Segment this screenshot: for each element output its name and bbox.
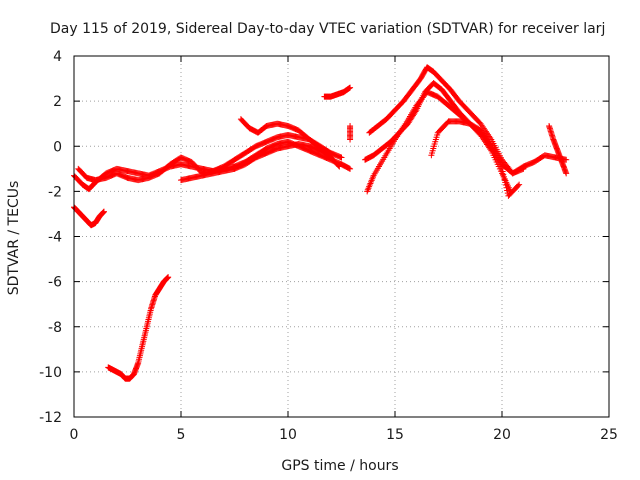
- data-point: [347, 165, 354, 172]
- y-tick-label: 0: [53, 139, 62, 155]
- y-tick-label: -4: [48, 230, 62, 246]
- plot-frame: [73, 55, 610, 418]
- y-tick-label: 2: [53, 94, 62, 110]
- x-tick-label: 10: [279, 427, 297, 443]
- x-tick-label: 5: [177, 427, 186, 443]
- series-arc-end-short: [546, 122, 570, 177]
- data-point: [165, 274, 172, 281]
- x-tick-label: 20: [493, 427, 511, 443]
- data-point: [338, 154, 345, 161]
- y-tick-label: -10: [39, 365, 62, 381]
- data-point: [502, 179, 509, 186]
- chart-title: Day 115 of 2019, Sidereal Day-to-day VTE…: [50, 21, 605, 37]
- data-point: [500, 173, 507, 180]
- y-tick-label: 4: [53, 49, 62, 65]
- x-tick-label: 15: [386, 427, 404, 443]
- data-point: [100, 208, 107, 215]
- data-point: [563, 170, 570, 177]
- y-axis-label: SDTVAR / TECUs: [6, 181, 22, 296]
- series-arc-evening-short: [321, 84, 354, 100]
- series-arc-peak-1: [366, 64, 527, 177]
- grid-layer: [74, 56, 609, 417]
- series-arc-deep-left: [105, 274, 172, 382]
- data-point: [516, 181, 523, 188]
- data-point: [336, 163, 343, 170]
- x-axis-label: GPS time / hours: [281, 458, 398, 474]
- data-point: [504, 187, 511, 194]
- y-tick-label: -2: [48, 184, 62, 200]
- data-point: [500, 171, 507, 178]
- data-point: [335, 162, 342, 169]
- data-point: [563, 156, 570, 163]
- x-tick-label: 0: [70, 427, 79, 443]
- axis-layer: 0 5 10 15 20 25 -12 -10 -8 -6 -4 -2 0 2 4: [39, 49, 618, 443]
- data-point: [515, 182, 522, 189]
- y-tick-label: -8: [48, 320, 62, 336]
- data-points-layer: [71, 64, 570, 382]
- y-tick-label: -12: [39, 410, 62, 426]
- series-arc-lower-left: [71, 204, 107, 229]
- y-tick-label: -6: [48, 275, 62, 291]
- data-point: [501, 176, 508, 183]
- series-arc-upper-b: [237, 116, 343, 170]
- data-point: [347, 136, 354, 143]
- data-point: [502, 182, 509, 189]
- data-point: [347, 84, 354, 91]
- x-tick-label: 25: [600, 427, 618, 443]
- data-point: [503, 184, 510, 191]
- series-isolated: [347, 122, 354, 143]
- series-arc-main-2: [75, 131, 345, 184]
- data-point: [499, 168, 506, 175]
